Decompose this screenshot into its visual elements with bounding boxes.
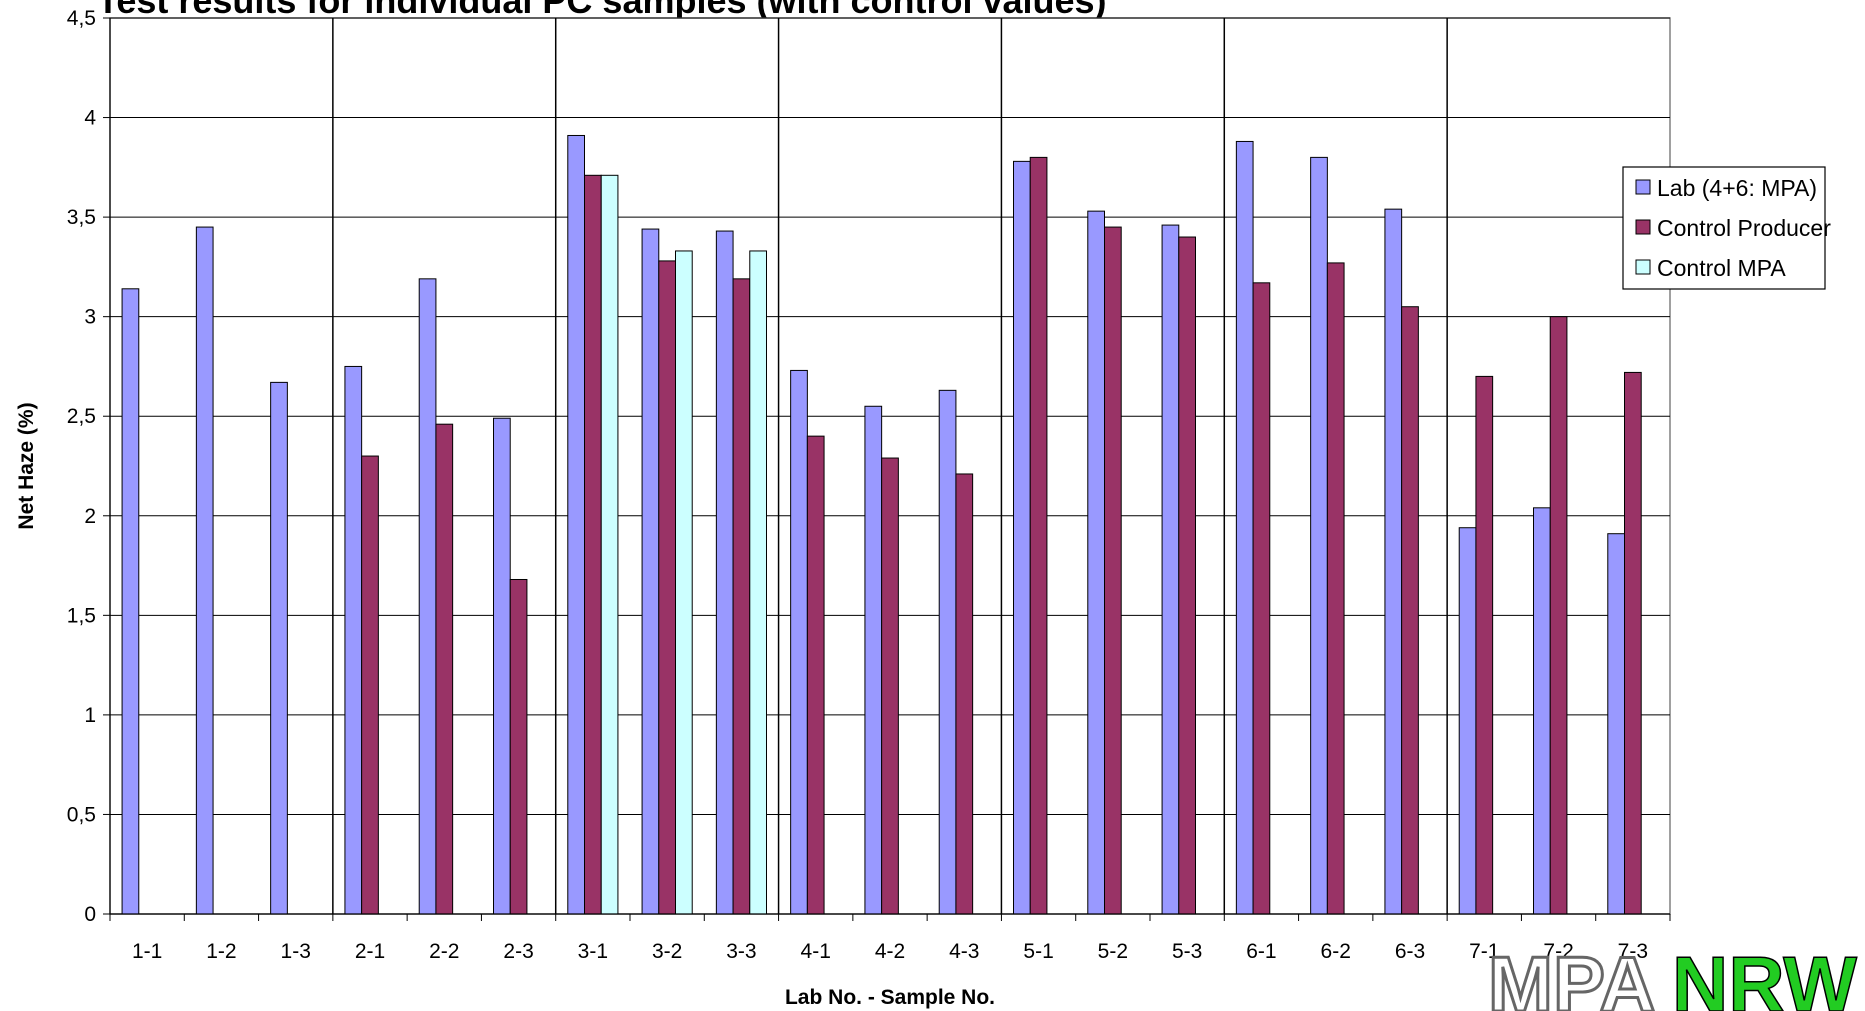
bar-control-producer-7-3 [1624,371,1642,915]
bar-lab-4-6-mpa-7-1 [1458,527,1477,915]
bar-lab-4-6-mpa-7-2 [1533,507,1551,915]
x-tick-label: 4-3 [949,940,979,963]
y-tick-label: 2 [84,505,96,528]
bar-lab-4-6-mpa-7-3 [1607,533,1626,915]
bar-control-producer-7-2 [1549,316,1568,915]
bar-lab-4-6-mpa-3-2 [641,228,660,915]
y-tick-labels: 0 0,5 1 1,5 2 2,5 3 3,5 4 4,5 [67,7,97,926]
legend-box [1622,166,1826,290]
bar-lab-4-6-mpa-5-2 [1087,210,1106,915]
bar-control-producer-6-2 [1326,262,1345,915]
x-tick-label: 6-2 [1321,940,1351,963]
x-tick-label: 5-1 [1023,940,1053,963]
bar-control-mpa-3-3 [749,250,767,915]
bar-control-producer-6-1 [1252,282,1271,915]
y-tick-label: 0 [84,903,96,926]
x-tick-label: 6-1 [1246,940,1276,963]
x-tick-label: 1-1 [132,940,162,963]
bar-lab-4-6-mpa-4-2 [864,405,883,915]
legend-label-control-producer: Control Producer [1657,215,1831,241]
bar-control-producer-2-2 [435,423,454,915]
x-tick-label: 3-1 [578,940,608,963]
bar-lab-4-6-mpa-3-1 [567,134,585,915]
chart-title: Test results for individual PC samples (… [97,0,1107,21]
bar-control-producer-3-3 [732,278,751,915]
y-tick-label: 3,5 [67,206,96,229]
bar-control-mpa-3-1 [600,174,619,915]
mpa-nrw-logo: MPA NRW [1487,939,1858,1011]
bar-control-producer-3-1 [584,174,602,915]
bar-control-producer-4-1 [806,435,825,915]
bar-control-producer-4-3 [955,473,974,915]
bar-lab-4-6-mpa-2-1 [344,365,363,915]
x-tick-label: 2-1 [355,940,385,963]
legend-label-control-mpa: Control MPA [1657,255,1786,281]
x-tick-label: 2-2 [429,940,459,963]
x-tick-label: 4-1 [801,940,831,963]
logo-mpa-text: MPA [1488,940,1656,1011]
y-tick-label: 2,5 [67,405,96,428]
bar-lab-4-6-mpa-4-1 [790,369,808,915]
bar-control-producer-3-2 [658,260,676,915]
y-tick-label: 1 [84,704,96,727]
y-tick-label: 4 [84,107,96,130]
legend: Lab (4+6: MPA) Control Producer Control … [1622,166,1831,290]
y-axis-title: Net Haze (%) [15,402,38,529]
bar-lab-4-6-mpa-6-1 [1235,140,1254,915]
logo-nrw-text: NRW [1672,940,1857,1011]
bar-lab-4-6-mpa-5-3 [1161,224,1180,915]
bar-lab-4-6-mpa-1-2 [195,226,214,915]
x-tick-labels: 1-1 1-2 1-3 2-1 2-2 2-3 3-1 3-2 3-3 4-1 4-2 4-3 5-1 5… [132,940,1648,963]
bar-control-mpa-3-2 [675,250,693,915]
x-tick-label: 4-2 [875,940,905,963]
bar-control-producer-7-1 [1475,375,1494,915]
bar-control-producer-5-1 [1029,156,1048,915]
x-axis-title: Lab No. - Sample No. [785,986,995,1009]
x-tick-label: 7-3 [1618,940,1648,963]
axes [103,17,1671,921]
y-tick-label: 3 [84,306,96,329]
legend-swatch-control-mpa [1635,259,1651,275]
bar-control-producer-2-3 [509,578,528,915]
y-tick-label: 1,5 [67,604,96,627]
x-tick-label: 3-3 [726,940,756,963]
bar-control-producer-5-3 [1178,236,1197,915]
bar-lab-4-6-mpa-4-3 [938,389,957,915]
y-tick-label: 4,5 [67,7,96,30]
bar-lab-4-6-mpa-3-3 [715,230,734,915]
x-tick-label: 6-3 [1395,940,1425,963]
bar-control-producer-5-2 [1104,226,1122,915]
x-tick-label: 2-3 [503,940,533,963]
bar-lab-4-6-mpa-1-3 [270,381,288,915]
bar-lab-4-6-mpa-2-3 [493,417,511,915]
x-tick-label: 5-3 [1172,940,1202,963]
bar-lab-4-6-mpa-6-3 [1384,208,1403,915]
bar-control-producer-2-1 [361,455,379,915]
bar-lab-4-6-mpa-2-2 [418,278,437,915]
x-tick-label: 1-3 [281,940,311,963]
x-tick-label: 3-2 [652,940,682,963]
x-tick-label: 7-1 [1469,940,1499,963]
group-separators [332,18,1448,914]
bar-lab-4-6-mpa-1-1 [121,288,140,915]
legend-swatch-lab [1635,179,1651,195]
x-tick-label: 1-2 [206,940,236,963]
bar-control-producer-4-2 [881,457,899,915]
bar-lab-4-6-mpa-5-1 [1013,160,1031,915]
x-tick-label: 7-2 [1543,940,1573,963]
bar-control-producer-6-3 [1401,306,1419,915]
y-tick-label: 0,5 [67,803,96,826]
bar-lab-4-6-mpa-6-2 [1310,156,1328,915]
x-tick-label: 5-2 [1098,940,1128,963]
legend-swatch-control-producer [1635,219,1651,235]
legend-label-lab: Lab (4+6: MPA) [1657,175,1817,201]
